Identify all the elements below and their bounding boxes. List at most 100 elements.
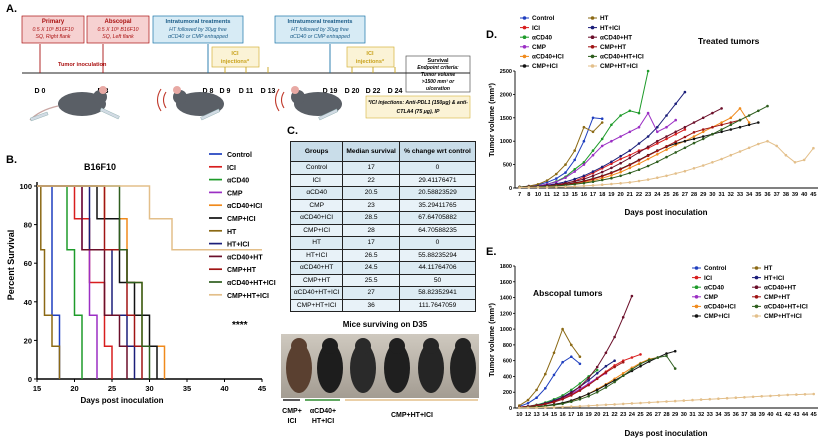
growth-point-Control — [552, 373, 556, 377]
growth-point-CMP+HT+ICI — [784, 153, 788, 157]
growth-curve-HT — [519, 327, 581, 407]
treated-xlabel: Days post inoculation — [624, 208, 707, 217]
growth-point-CMP+ICI — [674, 142, 677, 145]
legend-label: CMP — [704, 294, 718, 301]
survival-line4: ulceration — [426, 86, 450, 92]
growth-point-CMP+HT+ICI — [544, 406, 547, 409]
survival-line1: Endpoint criteria: — [417, 65, 459, 71]
growth-point-CMP+ICI — [720, 130, 723, 134]
growth-point-HT+ICI — [582, 174, 586, 178]
tumor-inoculation-label: Tumor inoculation — [58, 62, 107, 68]
growth-point-CMP+HT+ICI — [708, 397, 712, 401]
table-header-change: % change wrt control — [398, 141, 477, 162]
growth-point-αCD40+HT — [595, 365, 599, 369]
xtick-label: 27 — [682, 192, 688, 198]
growth-point-CMP — [591, 153, 595, 157]
it-treatment-box-2 — [274, 15, 366, 44]
ytick-label: 2000 — [500, 92, 512, 98]
growth-point-CMP+HT+ICI — [757, 142, 760, 146]
survival-ytick-label: 60 — [24, 259, 32, 268]
legend-label: αCD40+HT — [227, 254, 263, 261]
xtick-label: 25 — [663, 192, 669, 198]
survival-xtick-label: 20 — [70, 384, 78, 393]
growth-point-αCD40 — [570, 388, 573, 392]
growth-point-HT+ICI — [595, 372, 599, 375]
legend-marker — [522, 45, 527, 49]
legend-marker — [522, 16, 527, 20]
xtick-label: 30 — [681, 412, 687, 418]
growth-point-CMP+HT — [578, 389, 582, 392]
growth-point-HT+ICI — [637, 142, 641, 145]
growth-point-CMP+HT+ICI — [734, 396, 738, 400]
it2-line2: αCD40 or CMP entrapped — [290, 34, 351, 40]
xtick-label: 33 — [707, 412, 713, 418]
ytick-label: 400 — [503, 374, 512, 380]
xtick-label: 32 — [728, 192, 734, 198]
legend-marker — [522, 64, 527, 68]
table-cell: 28 — [342, 223, 400, 237]
legend-label: HT — [227, 229, 237, 236]
survival-curve-CMP+HT — [37, 185, 143, 379]
growth-point-CMP+HT+ICI — [595, 404, 599, 407]
growth-point-CMP+ICI — [673, 349, 677, 353]
growth-point-αCD40+HT+ICI — [711, 132, 714, 136]
growth-point-CMP+HT+ICI — [610, 182, 613, 186]
growth-point-CMP+HT — [720, 123, 723, 127]
growth-point-CMP+HT+ICI — [699, 398, 703, 401]
growth-point-CMP+HT+ICI — [691, 398, 694, 402]
legend-marker — [754, 285, 759, 290]
growth-point-CMP+HT+ICI — [545, 185, 549, 189]
growth-point-αCD40+HT — [573, 180, 576, 183]
legend-label: αCD40+ICI — [532, 54, 564, 61]
xtick-label: 14 — [542, 412, 549, 418]
primary-line2: SQ, Right flank — [36, 34, 71, 40]
xtick-label: 20 — [594, 412, 600, 418]
mouse-illustration-2 — [156, 86, 224, 121]
table-cell: 22 — [342, 173, 400, 187]
growth-point-CMP+HT+ICI — [591, 184, 595, 187]
growth-point-αCD40+ICI — [628, 166, 632, 170]
table-row: CMP+HT 25.5 50 — [289, 273, 477, 287]
growth-point-ICI — [628, 153, 632, 157]
growth-point-HT — [570, 343, 573, 347]
xtick-label: 39 — [792, 192, 798, 198]
panel-c: C. Mice surviving on D35 CMP+ ICI αCD40+… — [282, 125, 478, 425]
growth-point-αCD40+HT+ICI — [647, 358, 651, 362]
panel-a-letter: A. — [6, 3, 17, 15]
growth-point-HT+ICI — [610, 160, 613, 164]
growth-point-αCD40 — [637, 111, 641, 115]
growth-point-CMP+HT — [646, 154, 650, 157]
growth-point-αCD40+HT+ICI — [701, 137, 705, 141]
legend-label: CMP+ICI — [532, 63, 558, 70]
treated-chart-title: Treated tumors — [698, 36, 760, 46]
growth-point-CMP+HT+ICI — [555, 185, 558, 189]
growth-point-CMP — [610, 139, 613, 143]
ytick-label: 0 — [509, 186, 512, 192]
xtick-label: 15 — [551, 412, 557, 418]
growth-point-CMP+HT+ICI — [570, 405, 573, 408]
panel-b: B. B16F10 0 20 40 60 80 100 15 20 25 30 35 40 45 Per… — [6, 152, 276, 405]
ici-box-2 — [346, 46, 395, 68]
growth-point-Control — [591, 116, 595, 120]
growth-point-HT — [582, 125, 586, 129]
growth-point-αCD40+HT+ICI — [613, 380, 616, 384]
growth-point-αCD40+HT — [683, 125, 687, 129]
growth-point-CMP+HT+ICI — [673, 399, 677, 403]
panel-d: D. Treated tumors 0 500 1000 1500 2000 2500 7 8… — [486, 15, 818, 217]
table-cell: 26.5 — [342, 248, 400, 262]
growth-point-CMP+HT+ICI — [564, 185, 567, 188]
growth-point-CMP+HT — [570, 394, 573, 397]
growth-point-αCD40 — [578, 382, 582, 385]
growth-point-CMP+ICI — [683, 139, 687, 143]
xtick-label: 7 — [518, 192, 521, 198]
table-cell: 23 — [342, 198, 400, 212]
growth-point-αCD40+HT+ICI — [578, 398, 582, 401]
legend-marker — [590, 54, 595, 59]
xtick-label: 38 — [750, 412, 756, 418]
xtick-label: 23 — [620, 412, 626, 418]
growth-point-HT — [578, 355, 582, 359]
table-cell: 28.5 — [342, 211, 400, 225]
growth-point-αCD40+HT+ICI — [639, 362, 642, 366]
legend-marker — [590, 45, 595, 49]
growth-point-CMP+HT — [604, 371, 608, 374]
